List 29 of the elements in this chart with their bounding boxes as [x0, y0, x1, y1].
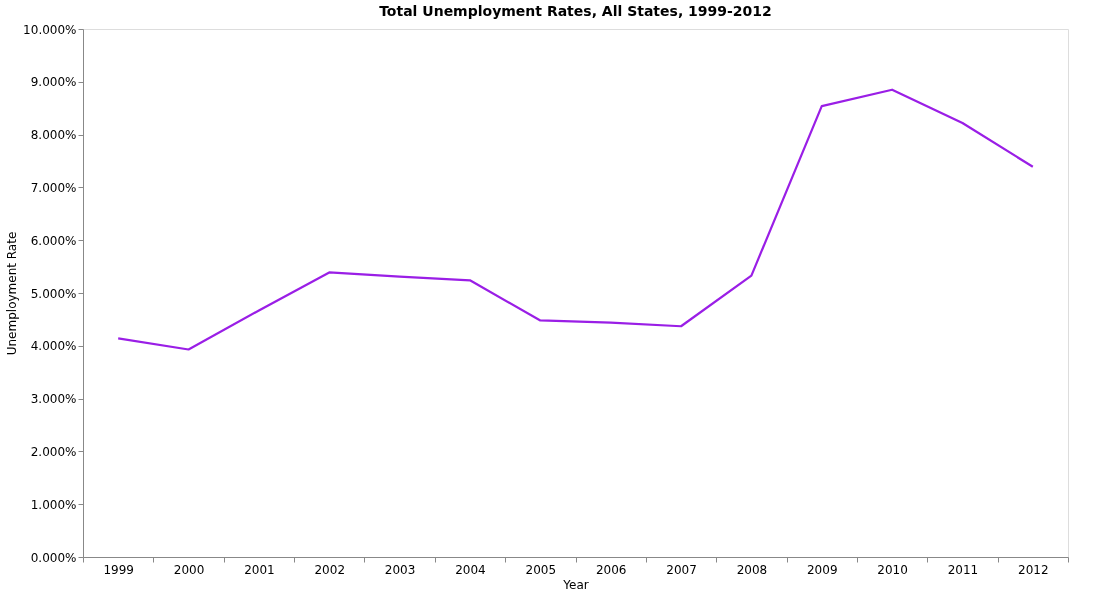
- y-tick-label: 3.000%: [30, 392, 77, 407]
- x-tick-label: 2005: [525, 562, 557, 577]
- chart-title: Total Unemployment Rates, All States, 1999-2012: [379, 3, 772, 19]
- x-tick-label: 2008: [736, 562, 768, 577]
- x-tick-label: 2007: [666, 562, 697, 577]
- x-tick-label: 2012: [1018, 562, 1049, 577]
- x-tick-label: 2001: [244, 562, 275, 577]
- y-tick-label: 8.000%: [30, 128, 77, 143]
- y-tick-label: 1.000%: [30, 497, 77, 512]
- x-tick-label: 2002: [314, 562, 346, 577]
- y-tick-label: 9.000%: [30, 75, 77, 90]
- y-tick-label: 10.000%: [23, 22, 77, 37]
- x-tick-label: 2000: [173, 562, 205, 577]
- y-tick-label: 6.000%: [30, 233, 77, 248]
- y-axis-title: Unemployment Rate: [5, 231, 20, 356]
- x-axis-title: Year: [562, 577, 589, 592]
- line-series: [117, 88, 1034, 351]
- y-tick-label: 7.000%: [30, 180, 77, 195]
- x-tick-label: 1999: [103, 562, 134, 577]
- x-tick-label: 2010: [877, 562, 908, 577]
- y-tick-label: 4.000%: [30, 339, 77, 354]
- y-tick-label: 0.000%: [30, 550, 77, 565]
- x-tick-label: 2006: [595, 562, 627, 577]
- y-tick-label: 5.000%: [30, 286, 77, 301]
- x-tick-label: 2003: [384, 562, 416, 577]
- x-tick-label: 2009: [806, 562, 838, 577]
- y-tick-label: 2.000%: [30, 444, 77, 459]
- x-tick-label: 2011: [947, 562, 979, 577]
- x-tick-label: 2004: [455, 562, 486, 577]
